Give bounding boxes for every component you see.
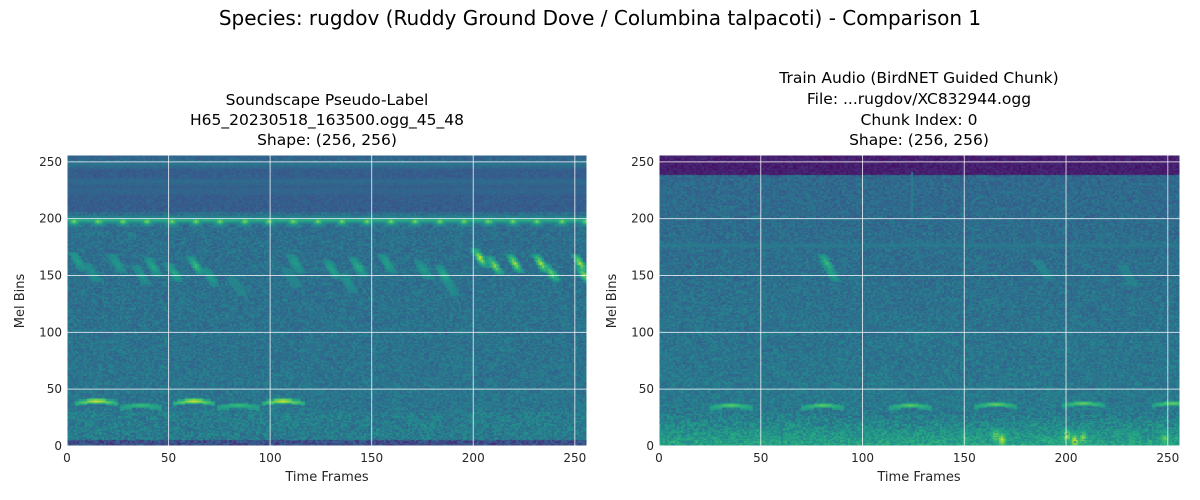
spectrogram-heatmap — [67, 155, 587, 446]
plot-frame — [658, 154, 1181, 447]
y-tick-labels: 0 50 100 150 200 250 — [39, 155, 62, 453]
y-tick-label: 0 — [646, 439, 654, 453]
x-tick-labels: 0 50 100 150 200 250 — [63, 451, 586, 465]
panel-title-line-4: Shape: (256, 256) — [849, 131, 989, 149]
y-tick-label: 100 — [39, 325, 62, 339]
x-axis-label: Time Frames — [284, 470, 368, 485]
spectrogram-heatmap — [659, 155, 1180, 446]
y-tick-label: 250 — [39, 155, 62, 169]
x-tick-label: 50 — [753, 451, 768, 465]
x-tick-label: 200 — [1055, 451, 1078, 465]
y-tick-label: 0 — [54, 439, 62, 453]
y-tick-label: 150 — [39, 268, 62, 282]
panel-train-audio: Train Audio (BirdNET Guided Chunk) File:… — [605, 69, 1181, 485]
y-tick-label: 50 — [639, 382, 654, 396]
panel-title-line-1: Soundscape Pseudo-Label — [226, 91, 429, 109]
panel-title-line-3: Shape: (256, 256) — [257, 131, 397, 149]
x-tick-label: 200 — [462, 451, 485, 465]
y-tick-label: 100 — [631, 325, 654, 339]
y-tick-label: 200 — [631, 212, 654, 226]
x-tick-label: 250 — [563, 451, 586, 465]
x-tick-label: 0 — [63, 451, 71, 465]
y-tick-label: 250 — [631, 155, 654, 169]
y-tick-label: 200 — [39, 212, 62, 226]
panel-title-line-1: Train Audio (BirdNET Guided Chunk) — [778, 69, 1058, 87]
x-tick-label: 50 — [161, 451, 176, 465]
y-tick-label: 150 — [631, 268, 654, 282]
y-tick-labels: 0 50 100 150 200 250 — [631, 155, 654, 453]
figure-suptitle: Species: rugdov (Ruddy Ground Dove / Col… — [219, 6, 981, 30]
y-tick-label: 50 — [47, 382, 62, 396]
panel-title-line-2: H65_20230518_163500.ogg_45_48 — [190, 111, 464, 130]
x-axis-label: Time Frames — [876, 470, 960, 485]
x-tick-labels: 0 50 100 150 200 250 — [655, 451, 1179, 465]
x-tick-label: 250 — [1156, 451, 1179, 465]
x-tick-label: 100 — [851, 451, 874, 465]
panel-soundscape-pseudo-label: Soundscape Pseudo-Label H65_20230518_163… — [13, 91, 588, 485]
x-tick-label: 150 — [360, 451, 383, 465]
x-tick-label: 0 — [655, 451, 663, 465]
y-axis-label: Mel Bins — [605, 274, 620, 329]
plot-frame — [66, 154, 588, 447]
x-tick-label: 100 — [259, 451, 282, 465]
panel-title-line-3: Chunk Index: 0 — [861, 111, 978, 129]
x-tick-label: 150 — [953, 451, 976, 465]
y-axis-label: Mel Bins — [13, 274, 28, 329]
panel-title-line-2: File: ...rugdov/XC832944.ogg — [807, 90, 1031, 108]
